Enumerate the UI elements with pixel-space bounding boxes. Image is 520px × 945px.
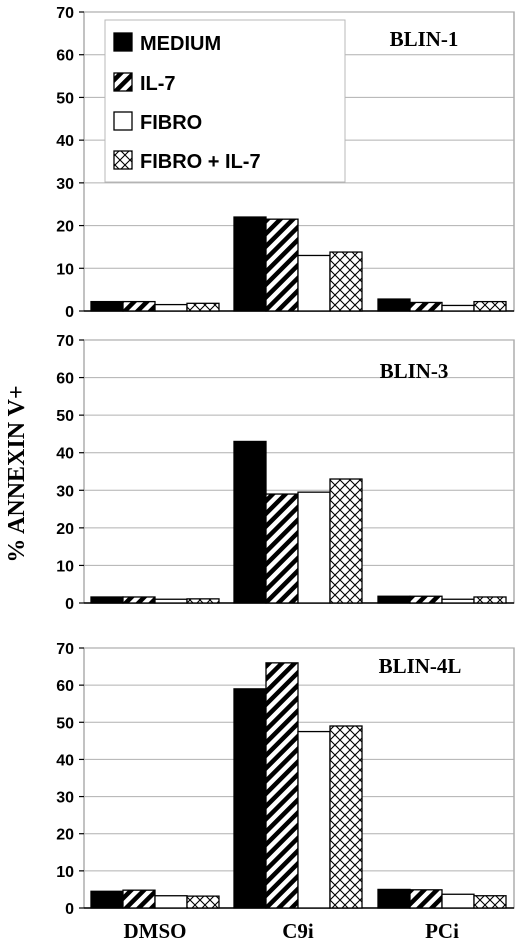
bar-fibro [154,598,188,604]
y-tick-label: 40 [56,446,74,463]
bar-medium [90,890,124,909]
bar-fibro-il-7 [186,598,220,604]
bar-fibro-il-7 [473,596,507,604]
panel-title: BLIN-3 [380,359,449,383]
bar-il-7 [409,595,443,604]
y-tick-label: 60 [56,678,74,695]
y-axis-label: % ANNEXIN V+ [4,385,30,562]
legend: MEDIUM IL-7 FIBRO FIBRO + IL-7 [104,19,346,183]
legend-swatch-medium [113,32,133,52]
bar-fibro-il-7 [186,895,220,909]
bar-fibro-il-7 [473,895,507,909]
bar-fibro [441,598,475,604]
bar-fibro-il-7 [473,300,507,312]
bar-fibro [297,254,331,312]
panel-blin-4l: 0 10 20 30 40 50 60 70 BLIN-4L [56,641,515,918]
y-tick-label: 0 [65,304,74,321]
y-tick-label: 60 [56,371,74,388]
bar-il-7 [122,889,156,909]
x-category-label: DMSO [124,919,187,943]
bar-il-7 [265,218,299,312]
panel-title: BLIN-4L [379,654,462,678]
legend-box [104,19,346,183]
bar-fibro-il-7 [329,725,363,909]
panel-title: BLIN-1 [390,27,459,51]
y-tick-label: 70 [56,641,74,658]
bar-medium [90,596,124,604]
bar-il-7 [122,300,156,312]
bar-medium [233,440,267,604]
bar-medium [233,688,267,909]
bar-il-7 [409,889,443,909]
bar-fibro-il-7 [186,302,220,312]
bar-medium [377,595,411,604]
y-tick-label: 50 [56,715,74,732]
bar-fibro [154,895,188,909]
y-tick-label: 30 [56,790,74,807]
legend-label: MEDIUM [140,33,221,55]
legend-swatch-fibro-il-7 [113,150,133,170]
legend-label: FIBRO [140,112,202,134]
y-tick-label: 70 [56,5,74,22]
bar-fibro [297,491,331,604]
y-tick-label: 40 [56,752,74,769]
legend-swatch-fibro [113,111,133,131]
y-tick-label: 70 [56,333,74,350]
y-tick-label: 20 [56,521,74,538]
bar-medium [377,888,411,909]
y-tick-label: 10 [56,558,74,575]
bar-fibro-il-7 [329,478,363,604]
bar-fibro [297,730,331,909]
bar-il-7 [409,301,443,312]
legend-label: FIBRO + IL-7 [140,151,261,173]
bar-fibro-il-7 [329,251,363,312]
panel-blin-3: 0 10 20 30 40 50 60 70 BLIN-3 [56,333,515,613]
bar-il-7 [122,596,156,604]
y-tick-label: 60 [56,48,74,65]
legend-label: IL-7 [140,73,176,95]
x-category-label: C9i [282,919,314,943]
y-tick-label: 0 [65,901,74,918]
x-category-label: PCi [425,919,459,943]
bar-il-7 [265,662,299,909]
y-tick-label: 20 [56,219,74,236]
y-tick-label: 50 [56,90,74,107]
y-tick-label: 20 [56,827,74,844]
legend-swatch-il-7 [113,72,133,92]
bar-fibro [154,303,188,312]
y-tick-label: 40 [56,133,74,150]
bar-medium [90,300,124,312]
bar-medium [233,216,267,312]
y-tick-label: 0 [65,596,74,613]
y-tick-label: 10 [56,864,74,881]
bar-il-7 [265,493,299,604]
bar-fibro [441,893,475,909]
y-tick-label: 30 [56,176,74,193]
y-tick-label: 30 [56,483,74,500]
y-tick-label: 10 [56,261,74,278]
y-tick-label: 50 [56,408,74,425]
bar-fibro [441,304,475,312]
bar-medium [377,298,411,312]
